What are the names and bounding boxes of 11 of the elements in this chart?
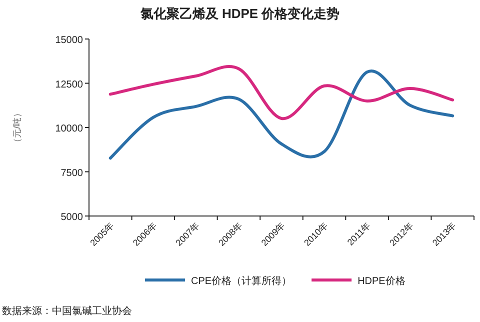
line-series [108, 70, 454, 160]
y-tick-label: 7500 [60, 168, 84, 179]
y-tick-label: 10000 [55, 124, 84, 134]
source-note: 数据来源：中国氯碱工业协会 [2, 305, 132, 317]
y-axis-title: （元/吨） [12, 108, 22, 147]
y-tick-label: 5000 [60, 212, 84, 223]
legend-label: CPE价格（计算所得） [191, 275, 292, 287]
y-tick-label: 15000 [55, 35, 84, 46]
legend-label: HDPE价格 [358, 275, 406, 287]
y-tick-label: 12500 [55, 79, 84, 90]
chart-title: 氯化聚乙烯及 HDPE 价格变化走势 [139, 6, 340, 21]
